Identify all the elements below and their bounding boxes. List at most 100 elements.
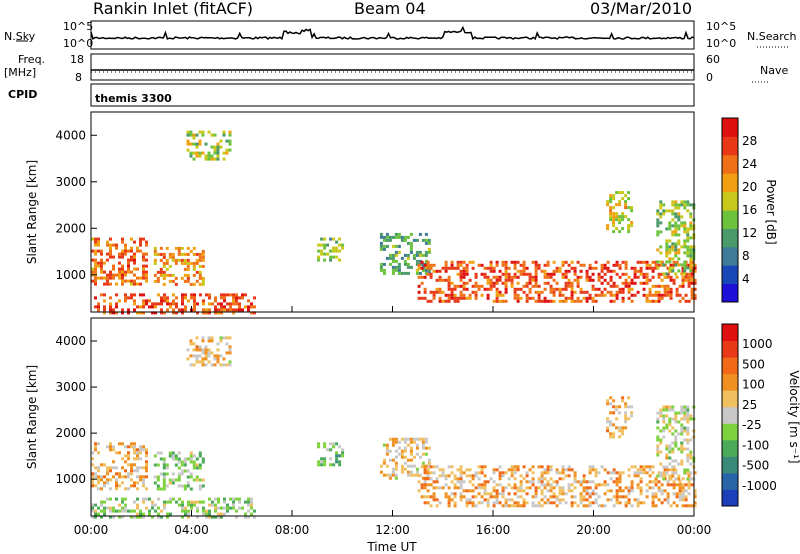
scatter-cell <box>471 495 475 499</box>
scatter-cell <box>585 492 589 496</box>
scatter-cell <box>615 417 619 421</box>
scatter-cell <box>121 457 124 461</box>
scatter-cell <box>561 287 565 291</box>
scatter-cell <box>216 142 220 146</box>
scatter-cell <box>477 263 481 267</box>
nave-tick-bottom: 0 <box>706 71 713 84</box>
scatter-cell <box>651 471 655 475</box>
scatter-cell <box>546 501 550 505</box>
scatter-cell <box>627 417 631 421</box>
scatter-cell <box>606 290 610 294</box>
scatter-cell <box>228 363 232 367</box>
scatter-cell <box>588 266 592 270</box>
scatter-cell <box>426 471 430 475</box>
scatter-cell <box>459 263 463 267</box>
scatter-cell <box>680 405 684 409</box>
scatter-cell <box>651 260 655 264</box>
scatter-cell <box>115 484 118 488</box>
scatter-cell <box>332 463 336 467</box>
scatter-cell <box>668 417 672 421</box>
scatter-cell <box>615 498 619 502</box>
scatter-cell <box>543 483 547 487</box>
scatter-cell <box>154 311 157 315</box>
scatter-cell <box>501 263 505 267</box>
scatter-cell <box>624 417 628 421</box>
scatter-cell <box>654 492 658 496</box>
scatter-cell <box>112 273 115 277</box>
scatter-cell <box>624 420 628 424</box>
scatter-cell <box>686 411 690 415</box>
scatter-cell <box>148 497 151 501</box>
scatter-cell <box>672 483 676 487</box>
scatter-cell <box>177 466 181 470</box>
scatter-cell <box>156 276 160 280</box>
scatter-cell <box>181 296 184 300</box>
scatter-cell <box>235 515 238 519</box>
scatter-cell <box>103 308 106 312</box>
scatter-cell <box>193 293 196 297</box>
scatter-cell <box>202 500 205 504</box>
scatter-cell <box>552 480 556 484</box>
scatter-cell <box>591 272 595 276</box>
scatter-cell <box>558 477 562 481</box>
colorbar-tick-label: -100 <box>742 438 769 452</box>
scatter-cell <box>142 466 145 470</box>
scatter-cell <box>662 263 666 267</box>
scatter-cell <box>103 282 106 286</box>
scatter-cell <box>659 260 663 264</box>
scatter-cell <box>522 504 526 508</box>
scatter-cell <box>624 260 628 264</box>
scatter-cell <box>166 308 169 312</box>
colorbar-tick-label: 28 <box>742 134 757 148</box>
scatter-cell <box>660 293 664 297</box>
scatter-cell <box>228 142 232 146</box>
scatter-cell <box>687 474 691 478</box>
scatter-cell <box>394 268 398 272</box>
scatter-cell <box>615 492 619 496</box>
scatter-cell <box>465 287 469 291</box>
scatter-cell <box>549 501 553 505</box>
scatter-cell <box>597 293 601 297</box>
scatter-cell <box>680 462 684 466</box>
scatter-cell <box>459 293 463 297</box>
scatter-cell <box>686 230 690 234</box>
scatter-cell <box>567 269 571 273</box>
scatter-cell <box>94 515 97 519</box>
scatter-cell <box>495 278 499 282</box>
scatter-cell <box>174 454 178 458</box>
scatter-cell <box>133 515 136 519</box>
scatter-cell <box>606 269 610 273</box>
scatter-cell <box>546 281 550 285</box>
scatter-cell <box>156 475 160 479</box>
scatter-cell <box>689 236 693 240</box>
scatter-cell <box>683 411 687 415</box>
scatter-cell <box>672 501 676 505</box>
scatter-cell <box>519 474 523 478</box>
scatter-cell <box>205 509 208 513</box>
scatter-cell <box>579 498 583 502</box>
scatter-cell <box>603 272 607 276</box>
scatter-cell <box>204 363 208 367</box>
scatter-cell <box>115 282 118 286</box>
scatter-cell <box>671 230 675 234</box>
scatter-cell <box>121 249 124 253</box>
scatter-cell <box>477 465 481 469</box>
scatter-cell <box>145 276 148 280</box>
scatter-cell <box>680 224 684 228</box>
scatter-cell <box>97 240 100 244</box>
scatter-cell <box>148 305 151 309</box>
scatter-cell <box>671 471 675 475</box>
scatter-cell <box>444 492 448 496</box>
scatter-cell <box>645 495 649 499</box>
scatter-cell <box>609 423 613 427</box>
scatter-cell <box>397 440 401 444</box>
scatter-cell <box>186 267 190 271</box>
colorbar-tick-label: 1000 <box>742 337 773 351</box>
scatter-cell <box>189 342 193 346</box>
scatter-cell <box>612 263 616 267</box>
scatter-cell <box>435 498 439 502</box>
scatter-cell <box>480 501 484 505</box>
scatter-cell <box>406 256 410 260</box>
scatter-cell <box>159 246 163 250</box>
scatter-cell <box>103 506 106 510</box>
